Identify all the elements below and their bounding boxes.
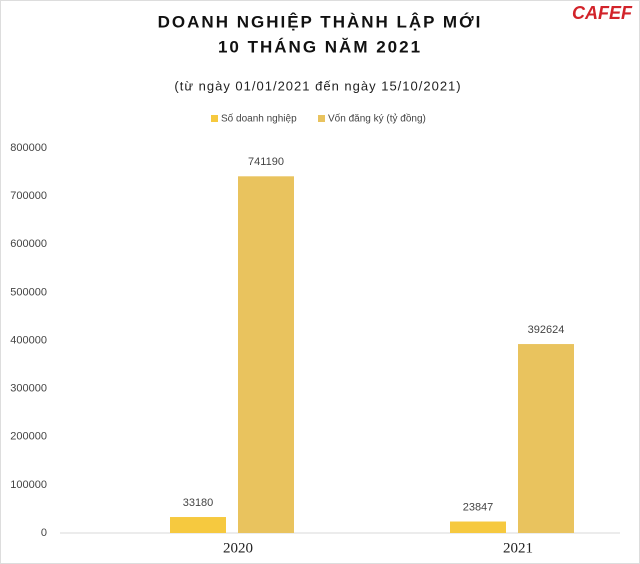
chart-title-line2: 10 THÁNG NĂM 2021 bbox=[218, 37, 422, 56]
y-tick-label: 300000 bbox=[10, 383, 47, 395]
bar bbox=[170, 517, 226, 533]
bar bbox=[450, 521, 506, 533]
legend-label: Vốn đăng ký (tỷ đồng) bbox=[328, 113, 426, 125]
chart-title: DOANH NGHIỆP THÀNH LẬP MỚI bbox=[158, 12, 483, 31]
y-tick-label: 500000 bbox=[10, 286, 47, 298]
logo: CAFEF bbox=[572, 3, 633, 23]
bar bbox=[238, 176, 294, 533]
y-tick-label: 200000 bbox=[10, 431, 47, 443]
legend-swatch bbox=[211, 115, 218, 122]
y-tick-label: 800000 bbox=[10, 142, 47, 154]
y-tick-label: 700000 bbox=[10, 190, 47, 202]
y-tick-label: 0 bbox=[41, 527, 47, 539]
value-label: 23847 bbox=[463, 501, 494, 513]
legend-label: Số doanh nghiệp bbox=[221, 113, 297, 125]
x-tick-label: 2021 bbox=[503, 540, 533, 556]
y-tick-label: 400000 bbox=[10, 334, 47, 346]
chart-subtitle: (từ ngày 01/01/2021 đến ngày 15/10/2021) bbox=[174, 78, 461, 93]
y-tick-label: 100000 bbox=[10, 479, 47, 491]
value-label: 392624 bbox=[528, 324, 565, 336]
y-tick-label: 600000 bbox=[10, 238, 47, 250]
bar bbox=[518, 344, 574, 533]
x-tick-label: 2020 bbox=[223, 540, 253, 556]
value-label: 741190 bbox=[248, 156, 284, 168]
legend-swatch bbox=[318, 115, 325, 122]
value-label: 33180 bbox=[183, 497, 214, 509]
